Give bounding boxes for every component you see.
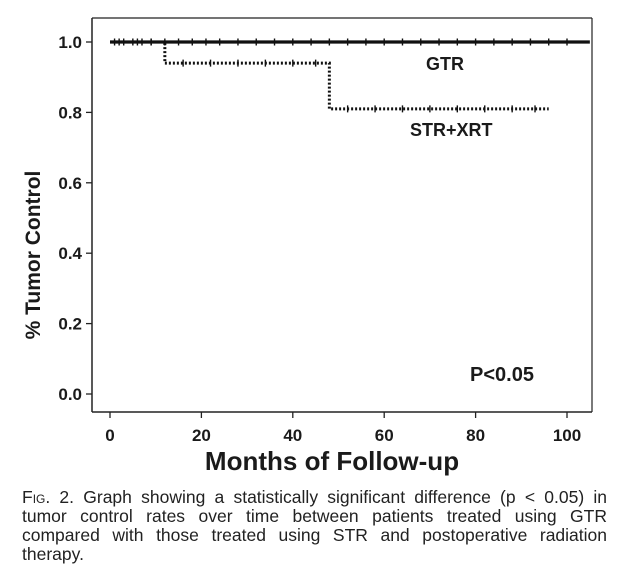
p-value-annotation: P<0.05 [470, 364, 534, 386]
series-line-1 [110, 40, 549, 111]
series-label-gtr: GTR [426, 54, 464, 74]
ticks-layer: 0 20 40 60 80 100 0.0 0.2 0.4 0.6 0.8 1.0 [58, 33, 581, 445]
km-chart: 0 20 40 60 80 100 0.0 0.2 0.4 0.6 0.8 1.0 GTR STR+X… [22, 17, 593, 476]
y-tick-label: 0.6 [58, 174, 82, 193]
x-tick-label: 40 [283, 426, 302, 445]
x-tick-label: 80 [466, 426, 485, 445]
x-tick-label: 60 [375, 426, 394, 445]
y-tick-label: 0.4 [58, 244, 82, 263]
y-axis-title: % Tumor Control [22, 171, 45, 340]
series-layer [110, 38, 590, 113]
y-tick-label: 0.2 [58, 315, 82, 334]
y-tick-label: 0.0 [58, 385, 82, 404]
figure-caption: Fig. 2. Graph showing a statistically si… [22, 488, 607, 564]
series-label-str-xrt: STR+XRT [410, 120, 493, 140]
x-tick-label: 100 [553, 426, 581, 445]
x-axis-title: Months of Follow-up [205, 446, 459, 476]
x-tick-label: 20 [192, 426, 211, 445]
figure-label: Fig. 2. [22, 487, 75, 507]
y-tick-label: 0.8 [58, 103, 82, 122]
x-tick-label: 0 [105, 426, 114, 445]
y-tick-label: 1.0 [58, 33, 82, 52]
figure-caption-text: Graph showing a statistically significan… [22, 487, 607, 564]
